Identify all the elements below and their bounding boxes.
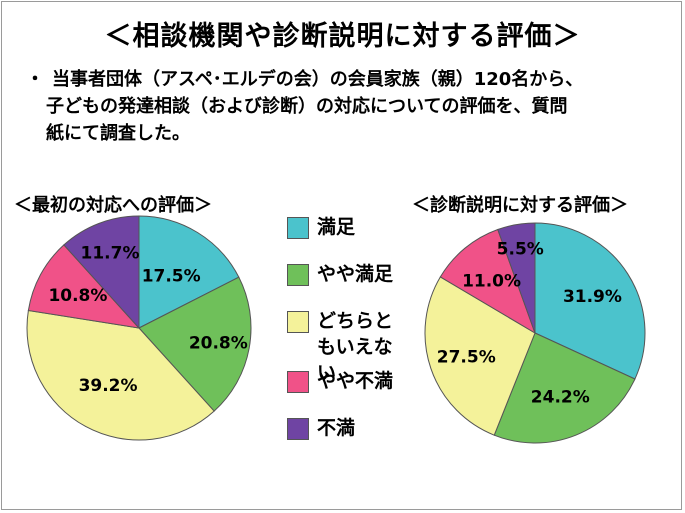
- pie-slice-label-2: 27.5%: [437, 347, 496, 367]
- right-chart-title: ＜診断説明に対する評価＞: [412, 195, 628, 216]
- pie-slice-0: [534, 222, 646, 380]
- pie-slice-1: [493, 332, 636, 444]
- slide-title: ＜相談機関や診断説明に対する評価＞: [104, 21, 581, 52]
- pie-slice-label-3: 10.8%: [48, 286, 107, 306]
- left-chart-title: ＜最初の対応への評価＞: [14, 195, 212, 216]
- legend-swatch: [287, 371, 309, 393]
- pie-slice-4: [63, 215, 140, 330]
- pie-slice-0: [138, 215, 240, 329]
- legend-label: どちらともいえない: [317, 310, 394, 384]
- pie-slice-label-4: 11.7%: [81, 244, 140, 264]
- pie-slice-label-1: 20.8%: [189, 334, 248, 354]
- pie-slice-label-0: 17.5%: [142, 266, 201, 286]
- pie-slice-label-1: 24.2%: [531, 387, 590, 407]
- legend-label: 満足: [317, 216, 356, 238]
- legend-swatch: [287, 418, 309, 440]
- pie-slice-label-2: 39.2%: [79, 376, 138, 396]
- legend-label: 不満: [317, 417, 356, 439]
- pie-slice-2: [26, 309, 215, 441]
- pie-slice-1: [138, 276, 252, 412]
- right-pie-chart: 31.9% 24.2% 27.5% 11.0% 5.5%: [424, 222, 646, 444]
- pie-slice-label-0: 31.9%: [563, 287, 622, 307]
- legend-label: やや不満: [317, 370, 394, 392]
- legend-label: やや満足: [317, 263, 394, 285]
- bullet-mark: ・: [26, 69, 44, 90]
- legend-swatch: [287, 264, 309, 286]
- pie-slice-4: [497, 222, 536, 334]
- description-line-2: 子どもの発達相談（および診断）の対応についての評価を、質問: [46, 96, 568, 117]
- pie-slice-3: [439, 228, 536, 335]
- legend-swatch: [287, 311, 309, 333]
- pie-slice-3: [27, 244, 141, 329]
- description-line-3: 紙にて調査した。: [46, 123, 190, 144]
- pie-slice-2: [424, 276, 536, 436]
- legend-swatch: [287, 217, 309, 239]
- pie-slice-label-4: 5.5%: [497, 239, 544, 259]
- pie-slice-label-3: 11.0%: [462, 271, 521, 291]
- left-pie-chart: 17.5% 20.8% 39.2% 10.8% 11.7%: [26, 215, 252, 441]
- description-line-1: 当事者団体（アスペ･エルデの会）の会員家族（親）120名から、: [52, 69, 584, 90]
